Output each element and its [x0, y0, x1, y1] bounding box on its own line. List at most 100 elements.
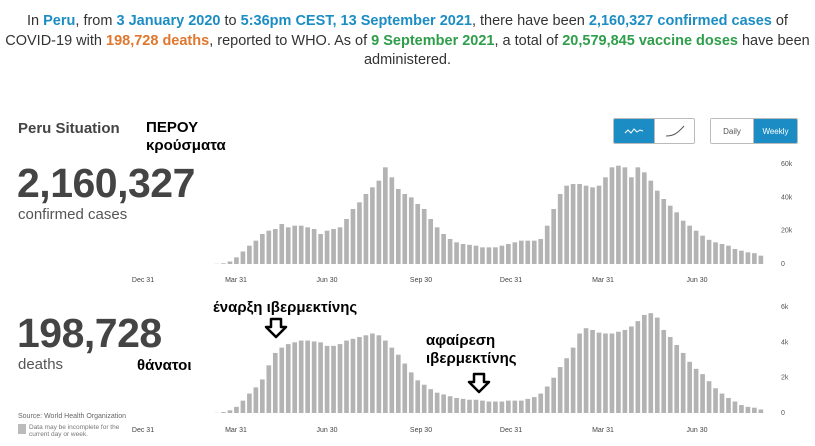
- chart-bar[interactable]: [234, 257, 239, 264]
- chart-bar[interactable]: [298, 340, 304, 413]
- chart-bar[interactable]: [577, 184, 582, 264]
- weekly-button[interactable]: Weekly: [753, 119, 797, 143]
- chart-bar[interactable]: [421, 384, 427, 413]
- chart-bar[interactable]: [499, 401, 505, 413]
- chart-bar[interactable]: [331, 229, 336, 264]
- chart-bar[interactable]: [473, 245, 479, 264]
- chart-bar[interactable]: [272, 352, 278, 413]
- chart-bar[interactable]: [629, 177, 634, 264]
- chart-bar[interactable]: [680, 220, 686, 264]
- chart-bar[interactable]: [557, 367, 563, 413]
- chart-bar[interactable]: [506, 400, 511, 413]
- chart-bar[interactable]: [370, 333, 375, 414]
- chart-bar[interactable]: [473, 399, 479, 413]
- chart-bar[interactable]: [383, 340, 388, 413]
- chart-bar[interactable]: [221, 412, 226, 413]
- chart-bar[interactable]: [525, 240, 531, 264]
- chart-bar[interactable]: [674, 344, 680, 413]
- chart-bar[interactable]: [415, 380, 421, 413]
- chart-bar[interactable]: [402, 194, 408, 264]
- chart-bar[interactable]: [706, 239, 712, 264]
- chart-bar[interactable]: [480, 400, 485, 413]
- chart-bar[interactable]: [590, 329, 595, 413]
- chart-bar[interactable]: [531, 240, 537, 264]
- chart-bar[interactable]: [408, 197, 414, 264]
- chart-bar[interactable]: [324, 345, 330, 413]
- chart-bar[interactable]: [260, 379, 265, 413]
- chart-bar[interactable]: [590, 187, 595, 264]
- chart-bar[interactable]: [719, 393, 725, 413]
- chart-bar[interactable]: [253, 240, 259, 264]
- chart-bar[interactable]: [260, 234, 265, 264]
- chart-bar[interactable]: [344, 340, 349, 413]
- chart-bar[interactable]: [609, 167, 615, 264]
- chart-bar[interactable]: [641, 172, 647, 264]
- chart-bar[interactable]: [395, 354, 401, 413]
- chart-bar[interactable]: [641, 314, 647, 413]
- chart-bar[interactable]: [518, 400, 524, 413]
- chart-bar[interactable]: [726, 245, 731, 264]
- chart-bar[interactable]: [693, 230, 699, 264]
- chart-bar[interactable]: [603, 177, 608, 264]
- country-link[interactable]: Peru: [43, 13, 76, 29]
- chart-bar[interactable]: [454, 397, 459, 413]
- chart-bar[interactable]: [415, 204, 421, 264]
- chart-bar[interactable]: [758, 409, 764, 413]
- chart-bar[interactable]: [713, 388, 718, 413]
- chart-bar[interactable]: [603, 333, 608, 414]
- chart-bar[interactable]: [752, 407, 757, 413]
- chart-bar[interactable]: [370, 187, 375, 264]
- chart-bar[interactable]: [305, 227, 310, 264]
- chart-bar[interactable]: [512, 400, 518, 413]
- chart-bar[interactable]: [285, 227, 291, 264]
- chart-bar[interactable]: [331, 345, 336, 413]
- chart-bar[interactable]: [564, 358, 569, 413]
- chart-bar[interactable]: [467, 244, 472, 264]
- chart-bar[interactable]: [745, 252, 751, 264]
- chart-bar[interactable]: [486, 401, 492, 413]
- chart-bar[interactable]: [292, 225, 298, 264]
- chart-bar[interactable]: [739, 405, 744, 413]
- chart-bar[interactable]: [428, 219, 433, 264]
- chart-bar[interactable]: [311, 341, 317, 413]
- chart-bar[interactable]: [538, 239, 544, 264]
- chart-bar[interactable]: [661, 329, 667, 413]
- chart-bar[interactable]: [674, 212, 680, 264]
- chart-bar[interactable]: [363, 194, 369, 264]
- chart-bar[interactable]: [493, 247, 498, 264]
- chart-bar[interactable]: [421, 209, 427, 264]
- chart-bar[interactable]: [460, 398, 466, 413]
- chart-bar[interactable]: [583, 185, 589, 264]
- chart-bar[interactable]: [376, 335, 382, 413]
- chart-bar[interactable]: [583, 328, 589, 413]
- chart-bar[interactable]: [408, 372, 414, 413]
- chart-bar[interactable]: [551, 209, 557, 264]
- chart-bar[interactable]: [700, 374, 705, 413]
- chart-bar[interactable]: [311, 229, 317, 264]
- chart-bar[interactable]: [441, 394, 446, 413]
- chart-bar[interactable]: [726, 397, 731, 413]
- chart-bar[interactable]: [337, 344, 343, 413]
- chart-bar[interactable]: [402, 363, 408, 413]
- chart-bar[interactable]: [480, 247, 485, 264]
- chart-bar[interactable]: [596, 332, 602, 413]
- line-chart-icon[interactable]: [654, 119, 694, 143]
- chart-bar[interactable]: [447, 239, 453, 264]
- chart-bar[interactable]: [318, 234, 323, 264]
- chart-bar[interactable]: [434, 392, 440, 413]
- chart-bar[interactable]: [622, 329, 628, 413]
- chart-bar[interactable]: [350, 338, 356, 413]
- chart-bar[interactable]: [467, 399, 472, 413]
- chart-bar[interactable]: [739, 250, 744, 264]
- chart-bar[interactable]: [667, 337, 673, 413]
- chart-bar[interactable]: [227, 410, 233, 413]
- chart-bar[interactable]: [745, 406, 751, 413]
- chart-bar[interactable]: [266, 230, 272, 264]
- chart-bar[interactable]: [357, 202, 362, 264]
- chart-bar[interactable]: [460, 244, 466, 264]
- chart-bar[interactable]: [383, 167, 388, 264]
- chart-bar[interactable]: [389, 177, 395, 264]
- chart-bar[interactable]: [253, 387, 259, 413]
- chart-bar[interactable]: [629, 326, 634, 413]
- chart-bar[interactable]: [544, 386, 550, 414]
